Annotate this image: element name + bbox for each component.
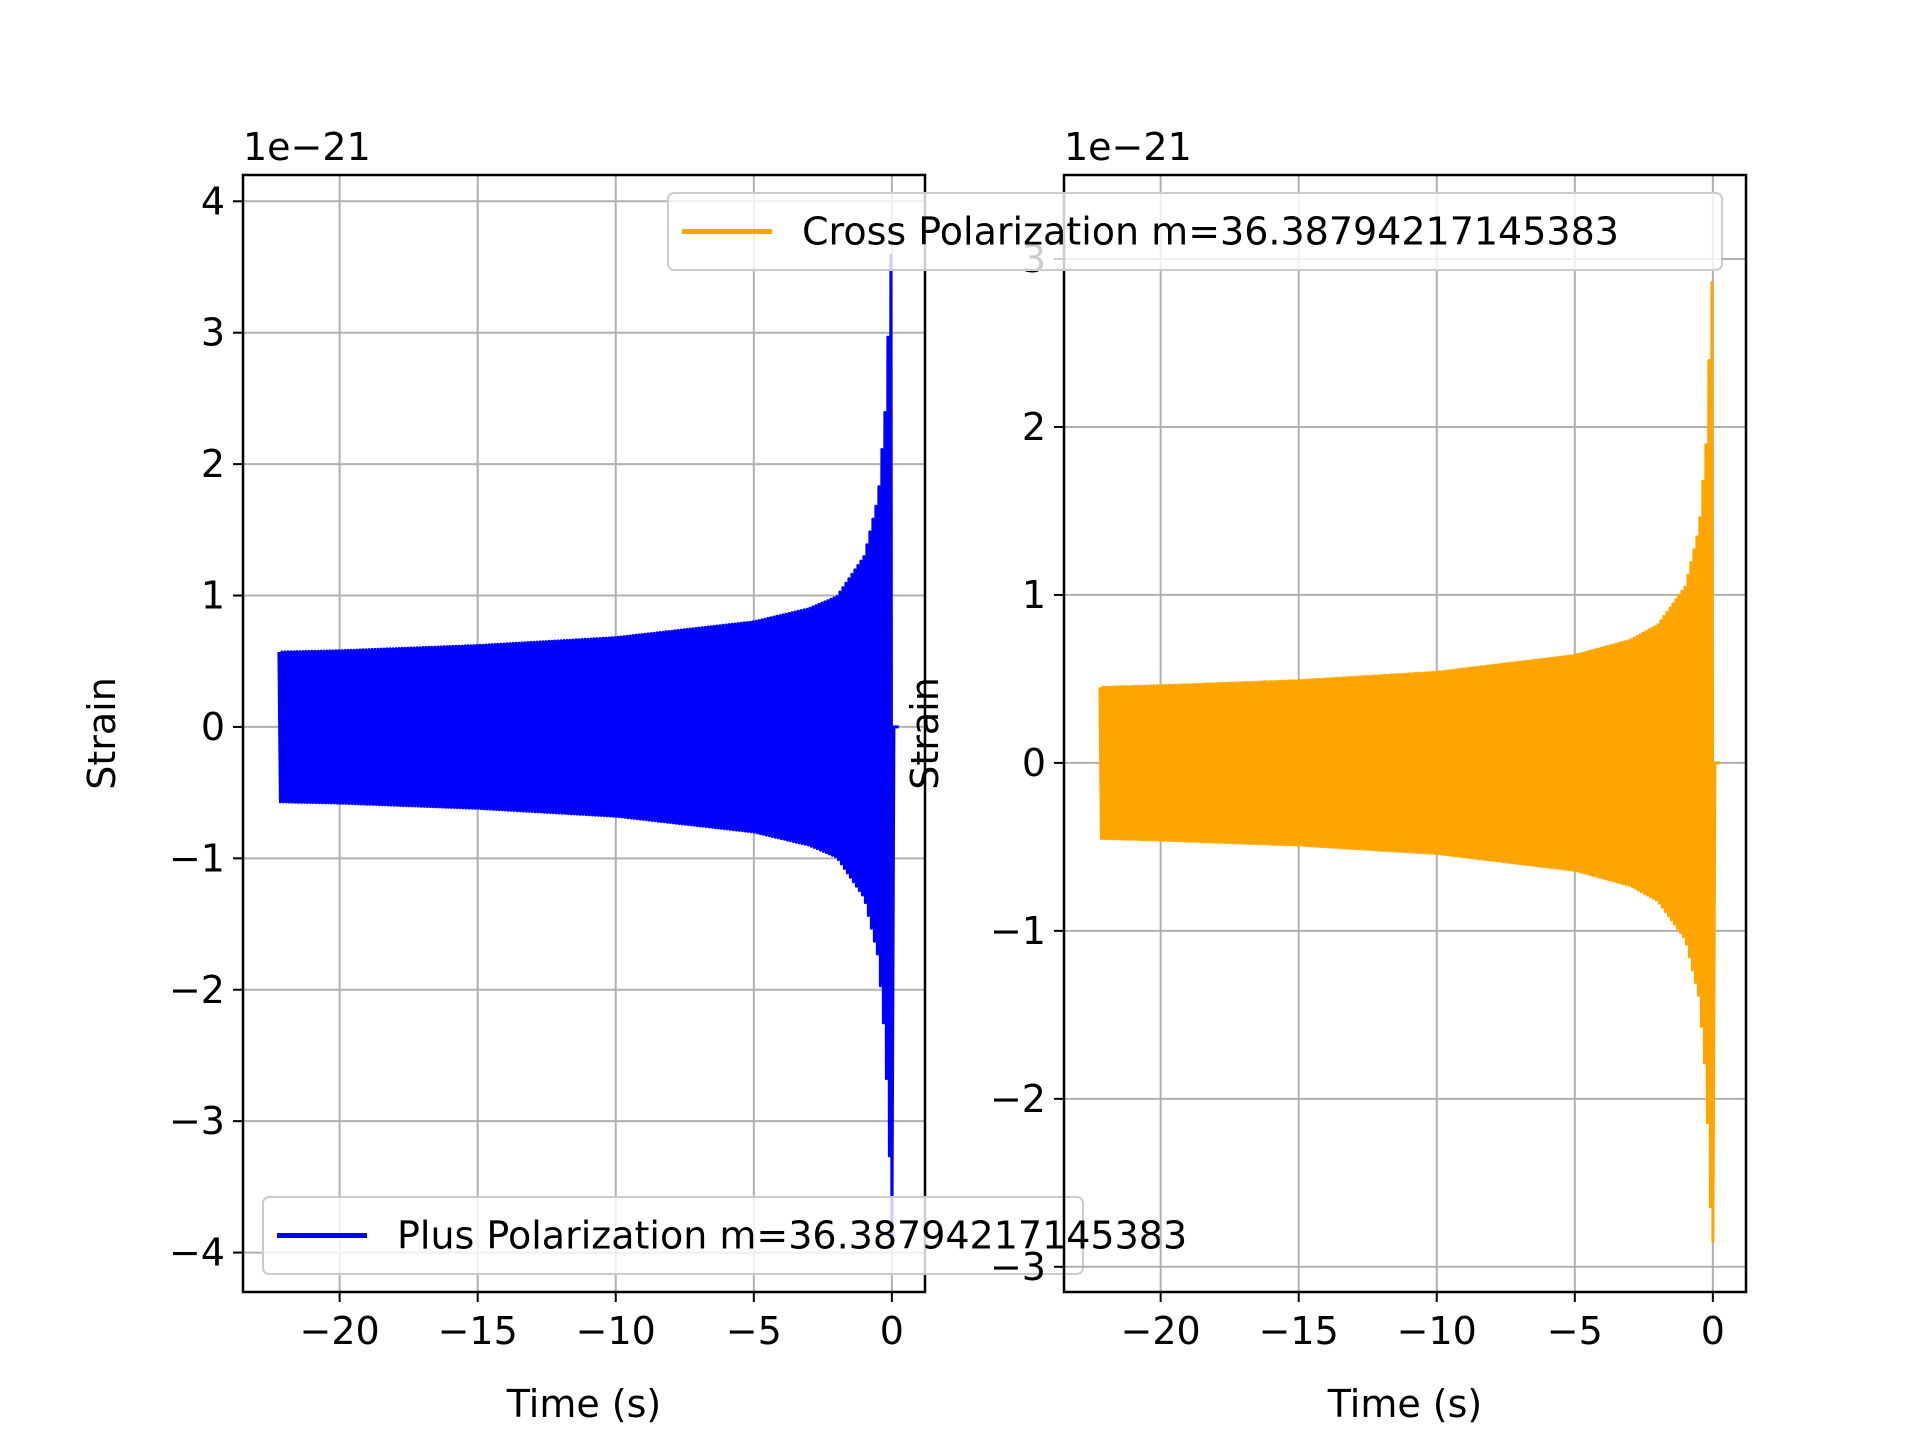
waveform-line-0 — [1098, 281, 1720, 1244]
y-tick-label-2: −2 — [169, 968, 225, 1012]
x-tick-label-0: −20 — [300, 1309, 380, 1353]
x-tick-label-3: −5 — [1547, 1309, 1603, 1353]
waveform-line-0 — [277, 253, 899, 1241]
left-y-offset-label: 1e−21 — [243, 125, 371, 169]
right-y-offset-label: 1e−21 — [1064, 125, 1192, 169]
left-x-axis-label: Time (s) — [506, 1382, 662, 1426]
left-x-ticks: −20 −15 −10 −5 0 — [300, 1292, 904, 1353]
y-tick-label-5: 1 — [201, 574, 225, 618]
y-tick-label-4: 0 — [201, 705, 225, 749]
left-waveform — [277, 253, 899, 1241]
y-tick-label-3: 0 — [1022, 741, 1046, 785]
x-tick-label-3: −5 — [726, 1309, 782, 1353]
right-legend: Cross Polarization m=36.38794217145383 — [667, 192, 1723, 271]
right-x-axis-label: Time (s) — [1327, 1382, 1483, 1426]
left-y-ticks: −4 −3 −2 −1 0 1 2 3 4 — [169, 179, 243, 1275]
y-tick-label-1: −2 — [990, 1077, 1046, 1121]
right-legend-box — [667, 192, 1723, 271]
y-tick-label-4: 1 — [1022, 573, 1046, 617]
y-tick-label-6: 2 — [201, 442, 225, 486]
right-axes-frame — [1062, 173, 1748, 1294]
left-axes-frame — [241, 173, 927, 1294]
left-legend-box — [262, 1196, 1084, 1275]
x-tick-label-2: −10 — [1397, 1309, 1477, 1353]
x-tick-label-1: −15 — [438, 1309, 518, 1353]
x-tick-label-2: −10 — [576, 1309, 656, 1353]
right-waveform — [1098, 281, 1720, 1244]
x-tick-label-0: −20 — [1121, 1309, 1201, 1353]
x-tick-label-4: 0 — [1701, 1309, 1725, 1353]
y-tick-label-2: −1 — [990, 909, 1046, 953]
y-tick-label-3: −1 — [169, 836, 225, 880]
x-tick-label-1: −15 — [1259, 1309, 1339, 1353]
right-y-axis-label: Strain — [903, 677, 947, 790]
y-tick-label-0: −3 — [990, 1245, 1046, 1289]
right-x-ticks: −20 −15 −10 −5 0 — [1121, 1292, 1725, 1353]
y-tick-label-8: 4 — [201, 179, 225, 223]
left-legend: Plus Polarization m=36.38794217145383 — [262, 1196, 1187, 1275]
right-legend-label: Cross Polarization m=36.38794217145383 — [802, 210, 1619, 254]
y-tick-label-5: 2 — [1022, 405, 1046, 449]
y-tick-label-0: −4 — [169, 1231, 225, 1275]
left-legend-label: Plus Polarization m=36.38794217145383 — [397, 1214, 1187, 1258]
x-tick-label-4: 0 — [880, 1309, 904, 1353]
y-tick-label-1: −3 — [169, 1099, 225, 1143]
y-tick-label-7: 3 — [201, 311, 225, 355]
left-y-axis-label: Strain — [80, 677, 124, 790]
